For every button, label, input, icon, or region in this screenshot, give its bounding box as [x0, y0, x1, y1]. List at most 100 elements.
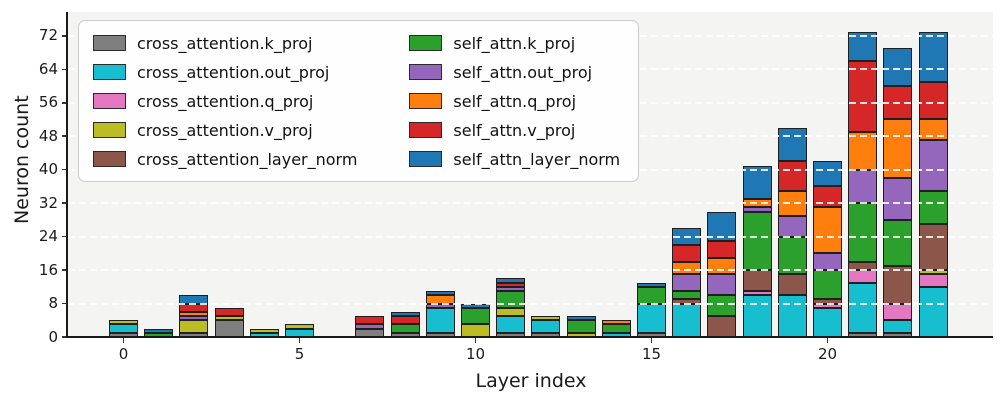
legend-item: self_attn_layer_norm [409, 149, 620, 169]
bar-segment [214, 320, 244, 337]
legend-swatch [93, 64, 126, 80]
legend-label: self_attn.out_proj [453, 62, 593, 82]
bar-segment [883, 119, 913, 179]
bar-segment [883, 320, 913, 333]
bar-segment [848, 282, 878, 333]
bar-segment [883, 265, 913, 304]
y-tick-label: 24 [38, 227, 58, 246]
bar-segment [496, 290, 526, 308]
legend-item: self_attn.k_proj [409, 33, 620, 53]
legend-item: cross_attention.k_proj [93, 33, 357, 53]
bar-segment [813, 253, 842, 271]
legend-label: cross_attention.k_proj [137, 33, 313, 53]
bar-segment [672, 290, 702, 300]
bar-segment [883, 48, 913, 87]
bar-segment [179, 295, 209, 304]
bar-segment [496, 286, 526, 291]
bar-segment [777, 236, 807, 275]
y-tick-mark [62, 269, 68, 271]
bar-segment [883, 219, 913, 266]
legend-label: self_attn.v_proj [453, 120, 576, 140]
y-axis-line [66, 12, 68, 337]
bar-segment [390, 316, 420, 325]
bar-segment [179, 320, 209, 333]
bar-segment [707, 316, 737, 337]
bar-segment [848, 270, 878, 283]
bar-segment [285, 324, 314, 329]
bar-segment [777, 295, 807, 337]
bar-segment [214, 307, 244, 317]
bar-segment [390, 311, 420, 317]
legend-swatch [409, 93, 443, 109]
legend-label: self_attn.q_proj [453, 91, 577, 111]
bar-segment [848, 169, 878, 204]
bar-segment [918, 286, 948, 337]
bar-segment [425, 307, 455, 333]
bar-segment [707, 240, 737, 258]
bar-segment [883, 86, 913, 120]
legend-swatch [409, 151, 443, 167]
y-tick-mark [62, 35, 68, 37]
legend-swatch [93, 122, 126, 138]
bar-segment [918, 140, 948, 191]
x-axis-title: Layer index [475, 370, 587, 392]
bar-segment [813, 186, 842, 208]
bar-segment [672, 261, 702, 275]
y-tick-label: 16 [38, 260, 58, 279]
bar-segment [742, 270, 772, 291]
legend-item: self_attn.q_proj [409, 91, 620, 111]
x-tick-label: 0 [118, 345, 129, 363]
bar-segment [707, 295, 737, 317]
y-tick-label: 8 [48, 294, 58, 313]
bar-segment [707, 257, 737, 275]
bar-segment [707, 274, 737, 296]
bar-segment [672, 274, 702, 291]
bar-segment [918, 224, 948, 271]
y-tick-label: 72 [38, 26, 58, 45]
legend-label: self_attn.k_proj [453, 33, 576, 53]
bar-segment [848, 132, 878, 170]
legend-item: cross_attention.q_proj [93, 91, 357, 111]
bar-segment [813, 270, 842, 300]
bar-segment [425, 290, 455, 296]
bar-segment [672, 244, 702, 262]
bar-segment [883, 303, 913, 321]
bar-segment [249, 328, 279, 333]
bar-segment [813, 299, 842, 304]
y-tick-label: 56 [38, 93, 58, 112]
bar-segment [672, 228, 702, 245]
legend-swatch [409, 122, 443, 138]
legend-swatch [409, 64, 443, 80]
bar-segment [637, 286, 666, 304]
x-tick-label: 10 [465, 345, 486, 363]
bar-segment [883, 178, 913, 220]
legend-swatch [409, 35, 443, 51]
bar-segment [637, 282, 666, 287]
y-tick-mark [62, 336, 68, 338]
bar-segment [742, 290, 772, 296]
bar-segment [742, 295, 772, 337]
bar-segment [496, 282, 526, 287]
bar-segment [461, 307, 490, 325]
x-tick-mark [826, 337, 829, 343]
bar-segment [848, 203, 878, 262]
x-tick-mark [474, 337, 477, 343]
bar-segment [813, 303, 842, 308]
bar-segment [742, 211, 772, 271]
x-tick-mark [298, 337, 301, 343]
y-tick-mark [62, 235, 68, 238]
bar-segment [777, 274, 807, 296]
bar-segment [601, 324, 631, 333]
x-tick-label: 15 [641, 345, 662, 363]
bar-segment [355, 316, 385, 325]
bar-segment [390, 324, 420, 333]
y-tick-mark [62, 135, 68, 138]
bar-segment [566, 320, 596, 333]
legend-item: self_attn.out_proj [409, 62, 620, 82]
y-tick-mark [62, 101, 68, 104]
legend-label: cross_attention.q_proj [137, 91, 314, 111]
bar-segment [848, 31, 878, 61]
bar-segment [848, 261, 878, 271]
bar-segment [918, 31, 948, 82]
bar-segment [179, 311, 209, 317]
